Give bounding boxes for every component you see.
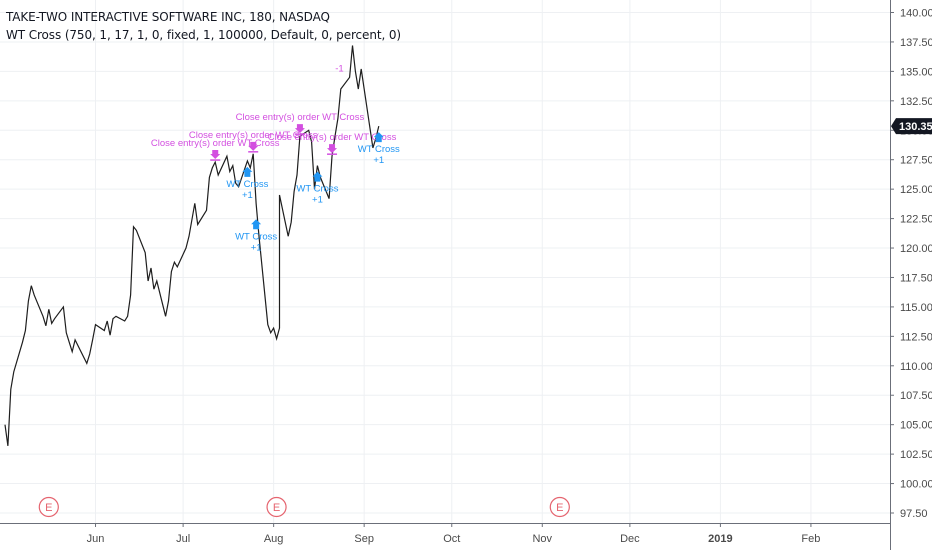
close-signal-label: Close entry(s) order WT Cross bbox=[189, 130, 318, 141]
price-tick-label: 102.50 bbox=[900, 449, 932, 461]
earnings-label: E bbox=[556, 502, 563, 514]
grid-lines bbox=[0, 0, 890, 523]
buy-signal-qty: +1 bbox=[312, 195, 323, 206]
price-tick-label: 135.00 bbox=[900, 66, 932, 78]
close-signal-arrow bbox=[294, 124, 305, 134]
earnings-marker bbox=[38, 496, 59, 518]
close-signal-label: Close entry(s) order WT Cross bbox=[268, 132, 397, 143]
buy-signal-label: WT Cross bbox=[226, 179, 268, 190]
buy-signal-label: WT Cross bbox=[358, 144, 400, 155]
price-tick-label: 137.50 bbox=[900, 37, 932, 49]
close-signal-label: Close entry(s) order WT Cross bbox=[151, 138, 280, 149]
price-tick-label: 100.00 bbox=[900, 479, 932, 491]
price-tick-label: 110.00 bbox=[900, 361, 932, 373]
price-tick-label: 107.50 bbox=[900, 390, 932, 402]
price-tick-label: 117.50 bbox=[900, 272, 932, 284]
earnings-label: E bbox=[273, 502, 280, 514]
last-price-label: 130.35 bbox=[899, 121, 932, 133]
price-tick-label: 140.00 bbox=[900, 8, 932, 20]
price-tick-label: 105.00 bbox=[900, 420, 932, 432]
buy-signal-qty: +1 bbox=[373, 155, 384, 166]
price-tick-label: 122.50 bbox=[900, 214, 932, 226]
time-axis[interactable]: Jun Jul Aug Sep Oct Nov Dec 2019 Feb bbox=[0, 523, 890, 545]
earnings-label: E bbox=[45, 502, 52, 514]
time-tick-label: Feb bbox=[801, 533, 820, 545]
time-tick-label: Jul bbox=[176, 533, 190, 545]
time-tick-label: Nov bbox=[532, 533, 552, 545]
close-signal-arrow bbox=[327, 144, 338, 154]
buy-signal-arrow bbox=[312, 171, 323, 182]
buy-signal-qty: +1 bbox=[242, 190, 253, 201]
buy-signal-arrow bbox=[251, 219, 262, 230]
close-signal-label: Close entry(s) order WT Cross bbox=[236, 112, 365, 123]
buy-signal-label: WT Cross bbox=[235, 231, 277, 242]
close-signal-arrow bbox=[248, 141, 259, 151]
price-tick-label: 132.50 bbox=[900, 96, 932, 108]
price-tick-label: 120.00 bbox=[900, 243, 932, 255]
buy-signal-arrow bbox=[373, 132, 384, 143]
price-tick-label: 97.50 bbox=[900, 508, 928, 520]
last-price-badge bbox=[891, 118, 932, 135]
time-tick-label: Aug bbox=[264, 533, 284, 545]
buy-signal-label: WT Cross bbox=[296, 184, 338, 195]
buy-signal-arrow bbox=[242, 166, 253, 177]
price-tick-label: 112.50 bbox=[900, 331, 932, 343]
close-signal-qty: -1 bbox=[335, 63, 343, 74]
earnings-marker bbox=[266, 496, 287, 518]
close-signal-arrow bbox=[210, 150, 221, 160]
chart-legend: TAKE-TWO INTERACTIVE SOFTWARE INC, 180, … bbox=[6, 8, 401, 44]
price-tick-label: 127.50 bbox=[900, 155, 932, 167]
price-tick-label: 125.00 bbox=[900, 184, 932, 196]
time-tick-label: 2019 bbox=[708, 533, 732, 545]
time-tick-label: Dec bbox=[620, 533, 640, 545]
time-tick-label: Oct bbox=[443, 533, 460, 545]
price-line bbox=[4, 45, 380, 446]
price-axis[interactable]: 140.00137.50135.00132.50130.00127.50125.… bbox=[890, 0, 932, 550]
time-tick-label: Sep bbox=[354, 533, 374, 545]
symbol-title[interactable]: TAKE-TWO INTERACTIVE SOFTWARE INC, 180, … bbox=[6, 10, 330, 24]
buy-signal-qty: +1 bbox=[251, 242, 262, 253]
earnings-marker bbox=[549, 496, 570, 518]
time-tick-label: Jun bbox=[87, 533, 105, 545]
indicator-label[interactable]: WT Cross (750, 1, 17, 1, 0, fixed, 1, 10… bbox=[6, 28, 401, 42]
price-tick-label: 115.00 bbox=[900, 302, 932, 314]
